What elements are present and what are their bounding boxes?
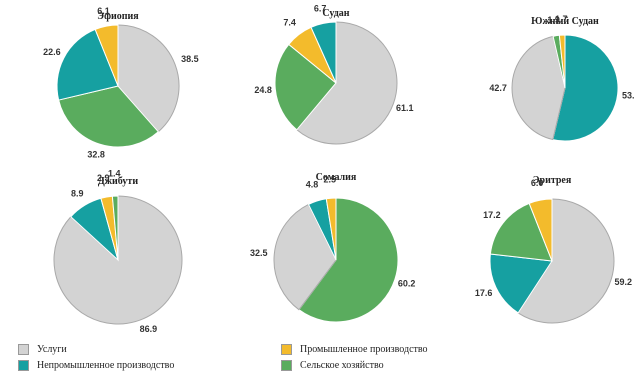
legend-item-services: Услуги	[18, 344, 67, 355]
slice-label: 2.9	[97, 173, 110, 183]
slice-label: 42.7	[489, 83, 507, 93]
slice-label: 60.2	[398, 278, 416, 288]
slice-label: 1.9	[547, 15, 560, 25]
pie-slice-services	[53, 195, 183, 325]
pie-slice-industrial	[325, 197, 337, 261]
pie-slice-industrial	[558, 34, 566, 89]
chart-title: Судан	[322, 8, 349, 19]
pie-slice-agriculture	[489, 202, 553, 262]
pie-slice-nonindustrial	[552, 34, 619, 142]
pie-chart: Южный Судан 53.7 42.7 1.91.7	[489, 14, 634, 142]
chart-title: Эфиопия	[97, 11, 139, 22]
slice-label: 59.2	[615, 277, 633, 287]
slice-label: 22.6	[43, 47, 61, 57]
pie-slice-services	[511, 35, 566, 141]
slice-label: 4.8	[306, 179, 319, 189]
legend-label-nonindustrial: Непромышленное производство	[37, 360, 175, 371]
legend-swatch-agriculture	[281, 360, 292, 371]
slice-label: 38.5	[181, 54, 199, 64]
pie-slice-services	[517, 198, 615, 324]
pie-slice-nonindustrial	[56, 28, 119, 101]
pie-chart: Судан 61.1 24.8 7.4 6.7	[254, 3, 414, 145]
pie-slice-agriculture	[298, 197, 399, 323]
slice-label: 61.1	[396, 103, 414, 113]
pie-slice-nonindustrial	[489, 253, 553, 314]
pie-slice-agriculture	[58, 85, 160, 148]
chart-title: Сомалия	[316, 172, 357, 183]
chart-title: Южный Судан	[531, 16, 599, 27]
slice-label: 6.0	[531, 178, 544, 188]
pie-slice-services	[117, 24, 180, 133]
slice-label: 6.7	[314, 3, 327, 13]
pie-chart: Эритрея 59.2 17.6 17.2 6.0	[475, 175, 633, 324]
slice-label: 6.1	[97, 6, 110, 16]
slice-label: 7.4	[283, 18, 296, 28]
slice-label: 8.9	[71, 188, 84, 198]
slice-label: 24.8	[254, 85, 272, 95]
legend-label-services: Услуги	[37, 344, 67, 355]
legend-item-industrial: Промышленное производство	[281, 344, 428, 355]
pie-slice-agriculture	[274, 43, 337, 131]
legend-item-agriculture: Сельское хозяйство	[281, 360, 384, 371]
slice-label: 1.7	[555, 14, 568, 24]
pie-charts-grid: Эфиопия 38.5 32.8 22.6 6.1 Судан 61.1 24.8 7.4 6.…	[43, 3, 634, 334]
pie-slice-industrial	[528, 198, 553, 262]
slice-label: 32.5	[250, 248, 268, 258]
legend-swatch-services	[18, 344, 29, 355]
pie-chart: Сомалия 60.2 32.5 4.8 2.5	[250, 172, 416, 323]
slice-label: 53.7	[622, 91, 634, 101]
legend-swatch-industrial	[281, 344, 292, 355]
legend-label-agriculture: Сельское хозяйство	[300, 360, 384, 371]
pie-slice-agriculture	[111, 195, 119, 261]
pie-slice-nonindustrial	[310, 21, 337, 84]
legend-swatch-nonindustrial	[18, 360, 29, 371]
pie-chart: Эфиопия 38.5 32.8 22.6 6.1	[43, 6, 199, 160]
slice-label: 1.4	[108, 169, 121, 179]
legend-item-nonindustrial: Непромышленное производство	[18, 360, 174, 371]
pie-slice-industrial	[94, 24, 119, 87]
slice-label: 2.5	[323, 175, 336, 185]
slice-label: 17.6	[475, 288, 493, 298]
pie-slice-services	[296, 21, 398, 145]
slice-label: 86.9	[140, 324, 158, 334]
slice-label: 17.2	[483, 210, 501, 220]
slice-label: 32.8	[87, 150, 105, 160]
legend-label-industrial: Промышленное производство	[300, 344, 428, 355]
pie-chart: Джибути 86.9 8.9 2.91.4	[53, 169, 183, 334]
chart-title: Джибути	[98, 176, 138, 187]
pie-slice-services	[273, 203, 337, 311]
chart-title: Эритрея	[533, 175, 572, 186]
